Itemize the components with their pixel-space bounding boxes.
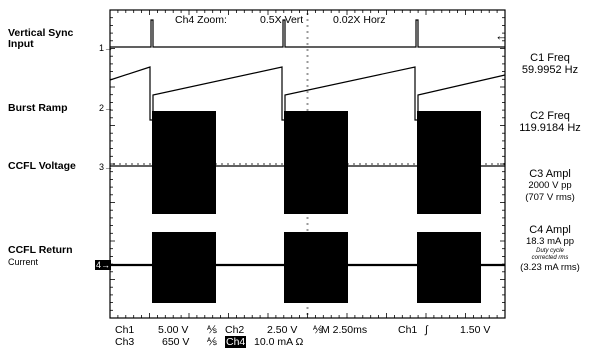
footer-ch4: Ch4 [225, 336, 247, 348]
ch3-burst-block [417, 111, 481, 214]
footer-ch4-scale: 10.0 mA Ω [254, 336, 304, 348]
footer-ch1: Ch1 [115, 324, 135, 336]
ch4-burst-block [152, 232, 216, 303]
footer-ch2: Ch2 [225, 324, 245, 336]
zoom-label: Ch4 Zoom: [175, 14, 227, 26]
c4-note2: corrected rms [531, 255, 569, 261]
c1-value: 59.9952 Hz [521, 64, 579, 76]
footer-ch2-coupling-icon: ⅍ [313, 324, 323, 336]
measurement-c1: C1 Freq 59.9952 Hz [506, 52, 594, 76]
c4-name: C4 Ampl [529, 224, 571, 236]
ch1-label-line2: Input [8, 38, 34, 50]
ch1-marker: 1→ [99, 43, 114, 53]
ch2-marker: 2→ [99, 103, 114, 113]
measurement-c3: C3 Ampl 2000 V pp (707 V rms) [506, 168, 594, 204]
ch3-marker: 3→ [99, 162, 114, 172]
ch1-label-line1: Vertical Sync [8, 27, 74, 39]
c4-value1: 18.3 mA pp [525, 236, 575, 247]
ch4-label-line2: Current [8, 257, 39, 267]
footer-trigger-level: 1.50 V [460, 324, 491, 336]
ch4-burst-block [284, 232, 348, 303]
ch1-sync-trace [110, 19, 505, 48]
footer-timebase: M 2.50ms [321, 324, 368, 336]
c1-name: C1 Freq [530, 52, 570, 64]
footer-ch3-coupling-icon: ⅍ [207, 336, 217, 348]
c2-name: C2 Freq [530, 110, 570, 122]
c3-value1: 2000 V pp [528, 180, 572, 191]
ch4-marker: 4→ [95, 260, 112, 270]
footer-ch1-coupling-icon: ⅍ [207, 324, 217, 336]
ch3-burst-block [152, 111, 216, 214]
measurement-c2: C2 Freq 119.9184 Hz [506, 110, 594, 134]
footer-ch3: Ch3 [115, 336, 135, 348]
ch4-label-line1: CCFL Return [8, 244, 73, 256]
ch3-burst-block [284, 111, 348, 214]
zoom-vert: 0.5X Vert [260, 14, 304, 26]
ch2-label: Burst Ramp [8, 102, 68, 114]
c3-value2: (707 V rms) [525, 192, 575, 203]
footer-trigger-ch: Ch1 [398, 324, 418, 336]
c2-value: 119.9184 Hz [519, 122, 581, 134]
ch3-label: CCFL Voltage [8, 160, 76, 172]
ch4-burst-block [417, 232, 481, 303]
trigger-level-arrow: ← [495, 28, 508, 43]
footer-trigger-slope-icon: ∫ [425, 324, 428, 336]
footer-ch1-scale: 5.00 V [158, 324, 189, 336]
footer-ch2-scale: 2.50 V [267, 324, 298, 336]
c3-name: C3 Ampl [529, 168, 571, 180]
zoom-horz: 0.02X Horz [333, 14, 386, 26]
measurement-c4: C4 Ampl 18.3 mA pp Duty cycle corrected … [506, 224, 594, 274]
c4-value2: (3.23 mA rms) [520, 262, 580, 273]
footer-ch3-scale: 650 V [162, 336, 190, 348]
c4-note1: Duty cycle [536, 248, 564, 254]
